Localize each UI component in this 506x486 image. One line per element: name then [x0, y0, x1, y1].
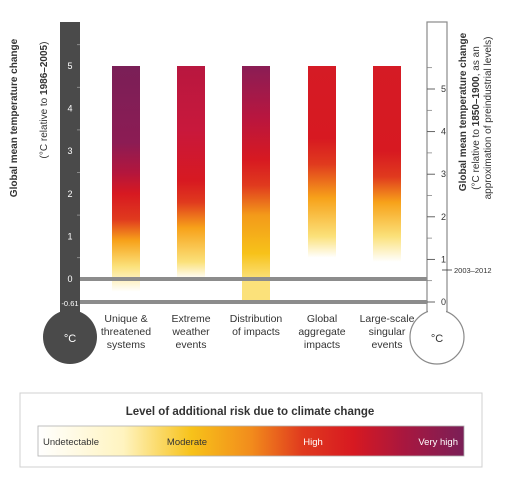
- left-axis-ticks: 5 4 3 2 1 0 -0.61: [61, 44, 80, 308]
- right-axis-sublabel-2: approximation of preindustrial levels): [483, 37, 494, 200]
- risk-bar: [308, 66, 336, 302]
- left-axis-sublabel: (°C relative to 1986–2005): [39, 42, 50, 159]
- category-label: of impacts: [232, 326, 280, 338]
- left-bulb-label: °C: [64, 333, 76, 345]
- left-sublabel-pre: (°C relative to: [39, 95, 50, 158]
- marker-label: 2003–2012: [454, 266, 492, 275]
- left-tick-label: 2: [67, 189, 72, 199]
- right-tick-label: 4: [441, 127, 446, 137]
- left-tick-label: 1: [67, 231, 72, 241]
- baseline-bands: [80, 277, 427, 304]
- category-labels: Unique &threatenedsystemsExtremeweathere…: [101, 313, 415, 351]
- left-tick-label: 4: [67, 104, 72, 114]
- category-label: aggregate: [298, 326, 345, 338]
- category-label: weather: [171, 326, 210, 338]
- left-tick-label: -0.61: [61, 299, 78, 308]
- risk-bar: [112, 66, 140, 302]
- category-label: singular: [369, 326, 406, 338]
- category-label: Extreme: [171, 313, 210, 325]
- right-axis-ticks: 5 4 3 2 1 0: [427, 67, 446, 307]
- right-thermometer: °C: [409, 21, 465, 365]
- right-axis-sublabel-1: (°C relative to 1850–1900, as an: [471, 46, 482, 190]
- right-sublabel-bold: 1850–1900: [471, 76, 482, 126]
- category-label: Distribution: [230, 313, 283, 325]
- legend-level-high: High: [303, 437, 323, 448]
- right-tick-label: 5: [441, 84, 446, 94]
- right-tick-label: 2: [441, 212, 446, 222]
- right-sublabel-pre: (°C relative to: [471, 126, 482, 189]
- risk-bar: [373, 66, 401, 302]
- legend-gradient-bar: [37, 425, 465, 457]
- risk-bar: [242, 66, 270, 302]
- left-tick-label: 0: [67, 274, 72, 284]
- marker-2003-2012: 2003–2012: [442, 266, 492, 275]
- legend-title: Level of additional risk due to climate …: [126, 406, 375, 418]
- left-sublabel-bold: 1986–2005: [39, 44, 50, 94]
- right-sublabel-post: , as an: [471, 46, 482, 76]
- category-label: Global: [307, 313, 337, 325]
- legend-level-moderate: Moderate: [167, 437, 207, 448]
- left-thermometer: °C: [43, 22, 97, 364]
- left-tick-label: 3: [67, 146, 72, 156]
- right-axis-label: Global mean temperature change: [458, 32, 469, 191]
- legend-level-very-high: Very high: [418, 437, 458, 448]
- category-label: impacts: [304, 339, 340, 351]
- right-tick-label: 3: [441, 169, 446, 179]
- legend-level-undetectable: Undetectable: [43, 437, 99, 448]
- left-sublabel-post: ): [39, 42, 50, 45]
- category-label: events: [176, 339, 207, 351]
- left-axis-label: Global mean temperature change: [9, 38, 20, 197]
- legend: Level of additional risk due to climate …: [19, 392, 483, 468]
- right-bulb-label: °C: [431, 333, 443, 345]
- category-label: Large-scale: [360, 313, 415, 325]
- risk-bar: [177, 66, 205, 302]
- left-tick-label: 5: [67, 61, 72, 71]
- right-tick-label: 1: [441, 254, 446, 264]
- category-label: systems: [107, 339, 146, 351]
- category-label: threatened: [101, 326, 151, 338]
- bars: [112, 66, 401, 302]
- category-label: Unique &: [104, 313, 147, 325]
- right-tick-label: 0: [441, 297, 446, 307]
- category-label: events: [372, 339, 403, 351]
